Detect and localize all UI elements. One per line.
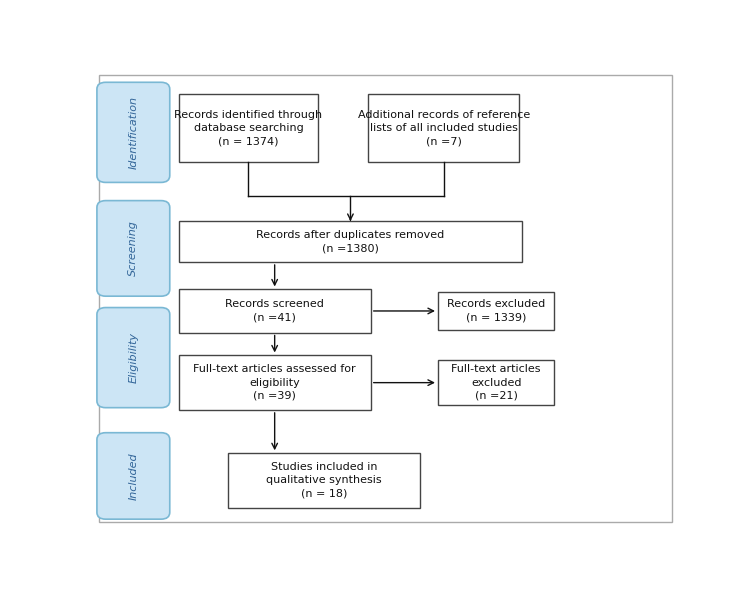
FancyBboxPatch shape [178, 290, 371, 333]
Text: Additional records of reference
lists of all included studies
(n =7): Additional records of reference lists of… [357, 109, 530, 146]
FancyBboxPatch shape [228, 453, 420, 508]
Text: Identification: Identification [129, 96, 138, 169]
Text: Included: Included [129, 452, 138, 500]
FancyBboxPatch shape [368, 93, 520, 162]
FancyBboxPatch shape [438, 291, 554, 330]
Text: Records identified through
database searching
(n = 1374): Records identified through database sear… [174, 109, 323, 146]
Text: Studies included in
qualitative synthesis
(n = 18): Studies included in qualitative synthesi… [266, 462, 382, 499]
FancyBboxPatch shape [178, 93, 318, 162]
FancyBboxPatch shape [97, 200, 170, 296]
FancyBboxPatch shape [97, 82, 170, 183]
Text: Full-text articles
excluded
(n =21): Full-text articles excluded (n =21) [451, 365, 541, 401]
Text: Records excluded
(n = 1339): Records excluded (n = 1339) [447, 300, 545, 323]
FancyBboxPatch shape [178, 355, 371, 410]
Text: Screening: Screening [129, 220, 138, 277]
Text: Records screened
(n =41): Records screened (n =41) [226, 300, 324, 323]
FancyBboxPatch shape [99, 74, 672, 522]
FancyBboxPatch shape [178, 221, 523, 262]
Text: Records after duplicates removed
(n =1380): Records after duplicates removed (n =138… [256, 230, 444, 253]
FancyBboxPatch shape [438, 360, 554, 405]
FancyBboxPatch shape [97, 433, 170, 519]
Text: Full-text articles assessed for
eligibility
(n =39): Full-text articles assessed for eligibil… [193, 365, 356, 401]
Text: Eligibility: Eligibility [129, 332, 138, 383]
FancyBboxPatch shape [97, 307, 170, 408]
